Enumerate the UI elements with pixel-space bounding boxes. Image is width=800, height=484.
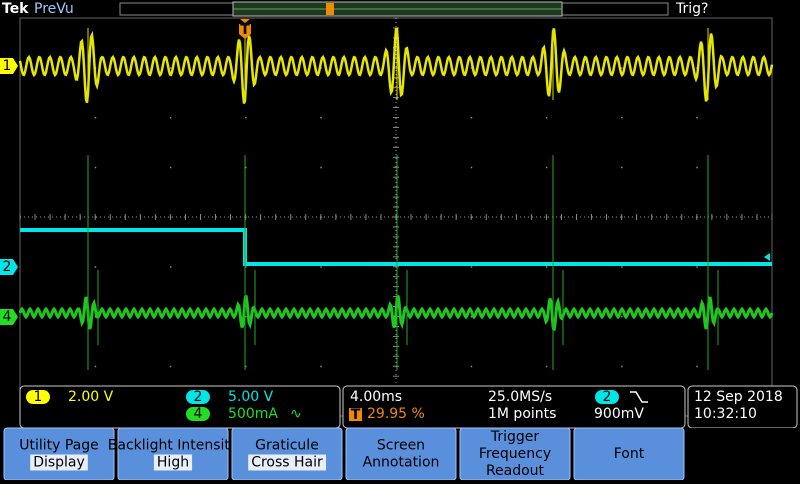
grid-dot: [94, 117, 97, 119]
grid-dot: [696, 166, 698, 169]
time: 10:32:10: [694, 406, 757, 422]
trigger-marker: T: [239, 19, 251, 39]
acq-mode: PreVu: [34, 1, 74, 17]
menu-label[interactable]: Backlight Intensity: [108, 438, 238, 454]
menu-label[interactable]: Trigger Frequency Readout: [479, 429, 551, 479]
ch4-badge-label: 4: [194, 406, 203, 422]
trigger-level-marker: [764, 253, 770, 261]
trigger-channel-badge: [595, 390, 619, 404]
menu-blank: [688, 428, 797, 480]
trigger-status: Trig?: [675, 1, 708, 17]
grid-dot: [320, 166, 322, 169]
grid-dot: [169, 67, 172, 69]
ch1-marker-label: 1: [3, 58, 12, 74]
ch2-marker-label: 2: [3, 259, 12, 275]
trigger-level: 900mV: [594, 406, 644, 422]
grid-dot: [245, 117, 247, 119]
menu-value-highlight: [248, 454, 327, 471]
menu-value-highlight: [153, 454, 193, 471]
ch2-badge-label: 2: [194, 389, 203, 405]
menu-label[interactable]: Font: [614, 446, 645, 462]
trigger-slope-icon: [630, 391, 648, 403]
ch1-waveform: [18, 27, 774, 104]
record-length: 1M points: [488, 406, 556, 422]
ch4-scale: 500mA: [228, 406, 278, 422]
grid-dot: [696, 117, 698, 119]
grid-dot: [169, 266, 172, 268]
trigger-position-marker: T: [351, 407, 361, 423]
date: 12 Sep 2018: [694, 389, 783, 405]
ch2-marker: 2: [0, 259, 18, 275]
ch4-badge: [186, 407, 210, 421]
trigger-marker-label: T: [240, 22, 250, 38]
trigger-position: 29.95 %: [367, 406, 425, 422]
grid-dot: [470, 365, 473, 368]
menu-value[interactable]: Cross Hair: [251, 455, 323, 471]
brand: Tek: [2, 1, 29, 17]
menu-label[interactable]: Utility Page: [19, 438, 99, 454]
grid-dot: [245, 166, 247, 169]
grid-dot: [169, 365, 172, 368]
grid-dot: [94, 365, 97, 368]
trigger-channel: 2: [603, 389, 612, 405]
ch1-badge: [26, 390, 50, 404]
grid-dot: [696, 365, 698, 368]
ch4-marker-label: 4: [3, 309, 12, 325]
grid-dot: [320, 266, 322, 268]
grid-dot: [245, 316, 247, 318]
grid-dot: [545, 365, 548, 368]
menu-value[interactable]: Display: [33, 455, 85, 471]
ch2-badge: [186, 390, 210, 404]
horizontal-scale: 4.00ms: [350, 389, 402, 405]
grid-dot: [696, 266, 698, 268]
grid-dot: [245, 365, 247, 368]
waveforms: [18, 27, 774, 370]
grid-dot: [545, 166, 548, 169]
grid-dot: [169, 166, 172, 169]
grid-dot: [94, 166, 97, 169]
grid-dot: [470, 316, 473, 318]
menu-label[interactable]: Graticule: [255, 438, 319, 454]
grid-dot: [621, 67, 623, 69]
menu-label[interactable]: Screen Annotation: [363, 438, 440, 471]
grid-dot: [621, 316, 623, 318]
grid-dot: [621, 166, 623, 169]
grid-dot: [545, 117, 548, 119]
trigger-position-badge: [349, 408, 362, 421]
grid-dot: [621, 365, 623, 368]
grid-dot: [621, 117, 623, 119]
ch4-waveform: [18, 295, 774, 331]
sample-rate: 25.0MS/s: [488, 389, 552, 405]
ch2-scale: 5.00 V: [228, 389, 274, 405]
grid-dot: [470, 67, 473, 69]
record-trigger-icon: [326, 3, 334, 15]
grid-dot: [94, 266, 97, 268]
grid-dot: [470, 266, 473, 268]
ch1-marker: 1: [0, 58, 18, 74]
ch1-scale: 2.00 V: [68, 389, 114, 405]
grid-dot: [621, 266, 623, 268]
grid-dot: [320, 365, 322, 368]
grid-dot: [470, 117, 473, 119]
grid-dot: [169, 117, 172, 119]
grid-dot: [245, 266, 247, 268]
menu-value-highlight: [30, 454, 88, 471]
ch4-marker: 4: [0, 309, 18, 325]
ch1-badge-label: 1: [34, 389, 43, 405]
grid-dot: [470, 166, 473, 169]
grid-dot: [320, 117, 322, 119]
ch4-coupling: ∿: [290, 406, 302, 422]
grid-dot: [545, 266, 548, 268]
menu-value[interactable]: High: [157, 455, 189, 471]
